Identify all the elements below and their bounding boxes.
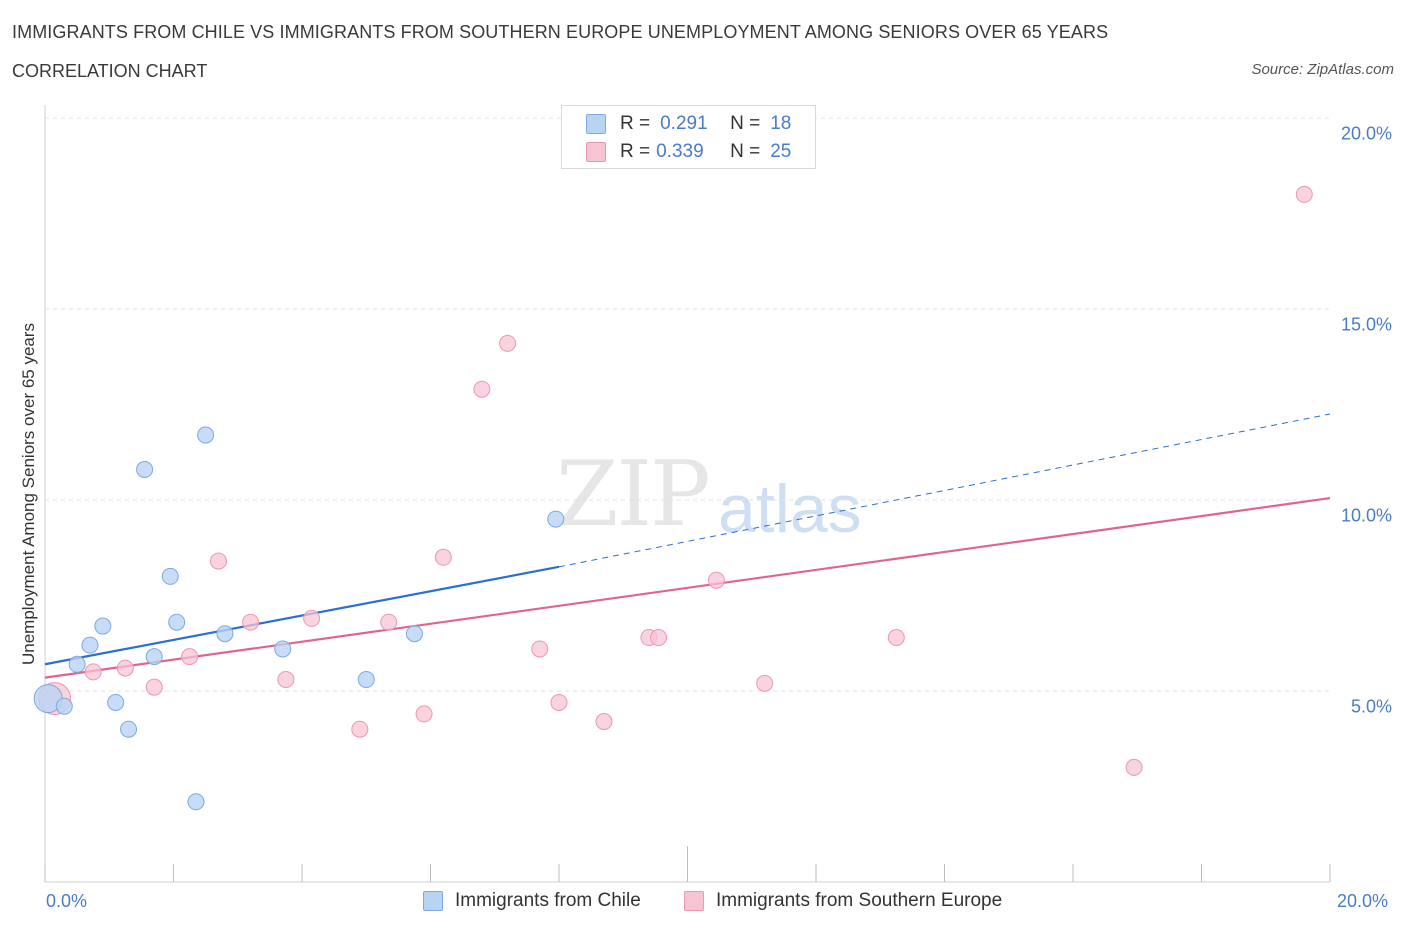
data-point-chile bbox=[94, 617, 112, 635]
data-point-chile bbox=[107, 693, 125, 711]
data-point-southern-europe bbox=[595, 713, 613, 731]
chart-title: IMMIGRANTS FROM CHILE VS IMMIGRANTS FROM… bbox=[12, 22, 1109, 42]
legend-row-southern-europe: R = 0.339 N = 25 bbox=[586, 140, 791, 164]
legend-r-label: R = bbox=[620, 141, 651, 162]
data-point-chile bbox=[547, 510, 565, 528]
data-point-chile bbox=[168, 613, 186, 631]
data-point-chile bbox=[405, 625, 423, 643]
data-point-southern-europe bbox=[209, 552, 227, 570]
data-point-southern-europe bbox=[145, 678, 163, 696]
y-axis-label: Unemployment Among Seniors over 65 years bbox=[19, 322, 38, 666]
bottom-legend-chile[interactable]: Immigrants from Chile bbox=[423, 890, 641, 912]
x-tick-label-max: 20.0% bbox=[1337, 891, 1389, 911]
data-point-southern-europe bbox=[242, 613, 260, 631]
data-point-chile bbox=[55, 697, 73, 715]
legend-n-label: N = bbox=[730, 141, 761, 162]
trendline-chile bbox=[44, 565, 560, 666]
data-point-southern-europe bbox=[887, 629, 905, 647]
source-label: Source: ZipAtlas.com bbox=[1251, 61, 1394, 78]
data-point-southern-europe bbox=[650, 629, 668, 647]
data-point-southern-europe bbox=[1125, 758, 1143, 776]
legend-r-value-southern-europe: 0.339 bbox=[656, 141, 704, 162]
legend-swatch-chile bbox=[586, 114, 606, 134]
data-point-chile bbox=[187, 793, 205, 811]
data-point-southern-europe bbox=[351, 720, 369, 738]
y-tick-label: 20.0% bbox=[1340, 123, 1392, 144]
bottom-legend-label-southern-europe: Immigrants from Southern Europe bbox=[716, 890, 1003, 911]
legend-r-label: R = bbox=[620, 113, 651, 134]
legend-n-label: N = bbox=[730, 113, 761, 134]
bottom-legend-swatch-chile bbox=[423, 891, 443, 911]
data-point-southern-europe bbox=[756, 674, 774, 692]
data-point-southern-europe bbox=[531, 640, 549, 658]
data-point-southern-europe bbox=[380, 613, 398, 631]
chart-subtitle: CORRELATION CHART bbox=[12, 61, 208, 81]
data-point-southern-europe bbox=[550, 693, 568, 711]
legend-n-value-chile: 18 bbox=[770, 113, 792, 134]
bottom-legend-label-chile: Immigrants from Chile bbox=[455, 890, 641, 911]
data-point-southern-europe bbox=[499, 334, 517, 352]
legend-r-value-chile: 0.291 bbox=[660, 113, 708, 134]
trendline-chile-extension bbox=[558, 413, 1331, 568]
bottom-legend-southern-europe[interactable]: Immigrants from Southern Europe bbox=[684, 890, 1002, 912]
data-point-chile bbox=[120, 720, 138, 738]
data-point-southern-europe bbox=[1295, 185, 1313, 203]
data-point-southern-europe bbox=[303, 609, 321, 627]
y-tick-label: 10.0% bbox=[1340, 505, 1392, 526]
correlation-legend: R = 0.291 N = 18 R = 0.339 N = 25 bbox=[561, 105, 816, 169]
data-point-southern-europe bbox=[434, 548, 452, 566]
y-tick-label: 5.0% bbox=[1350, 696, 1392, 717]
data-point-southern-europe bbox=[116, 659, 134, 677]
data-point-southern-europe bbox=[707, 571, 725, 589]
data-point-chile bbox=[216, 625, 234, 643]
bottom-legend-swatch-southern-europe bbox=[684, 891, 704, 911]
watermark-atlas: atlas bbox=[718, 471, 862, 547]
data-point-southern-europe bbox=[415, 705, 433, 723]
data-point-chile bbox=[68, 655, 86, 673]
x-tick-label-min: 0.0% bbox=[46, 891, 88, 911]
data-point-southern-europe bbox=[84, 663, 102, 681]
data-point-chile bbox=[81, 636, 99, 654]
watermark-zip: ZIP bbox=[556, 442, 711, 547]
data-point-chile bbox=[136, 460, 154, 478]
data-point-chile bbox=[274, 640, 292, 658]
data-point-chile bbox=[145, 648, 163, 666]
y-tick-label: 15.0% bbox=[1340, 314, 1392, 335]
data-point-southern-europe bbox=[181, 648, 199, 666]
data-point-southern-europe bbox=[277, 671, 295, 689]
data-point-southern-europe bbox=[473, 380, 491, 398]
legend-n-value-southern-europe: 25 bbox=[770, 141, 792, 162]
legend-swatch-southern-europe bbox=[586, 142, 606, 162]
data-point-chile bbox=[197, 426, 215, 444]
data-point-chile bbox=[161, 567, 179, 585]
data-point-chile bbox=[357, 671, 375, 689]
legend-row-chile: R = 0.291 N = 18 bbox=[586, 112, 791, 136]
trendline-southern-europe bbox=[44, 497, 1331, 679]
